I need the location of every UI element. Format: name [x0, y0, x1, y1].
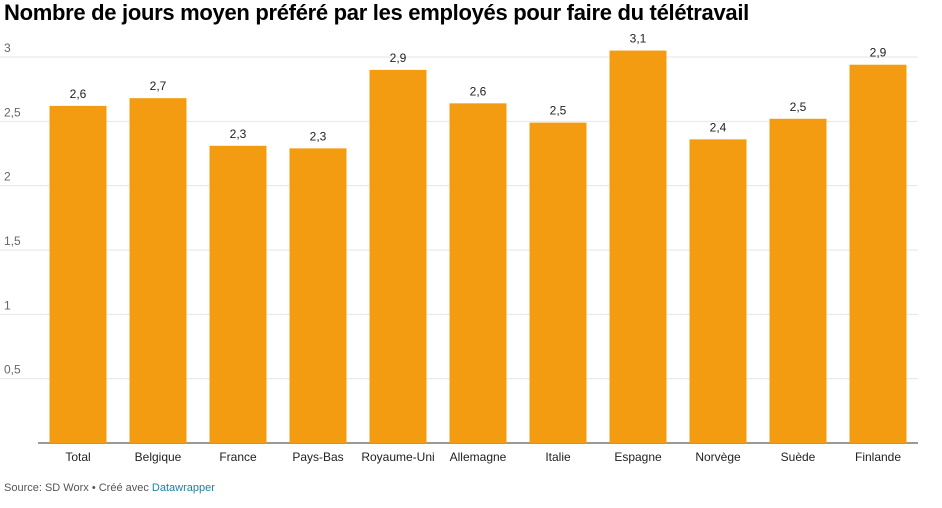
x-tick-label: Belgique: [135, 450, 182, 464]
x-tick-label: Finlande: [855, 450, 901, 464]
x-tick-label: Italie: [545, 450, 571, 464]
x-tick-label: Total: [65, 450, 90, 464]
y-tick-label: 2,5: [4, 105, 21, 119]
bar-value-label: 2,7: [150, 79, 167, 93]
data-labels: 2,6 2,7 2,3 2,3 2,9 2,6 2,5 3,1 2,4 2,5 2,9: [70, 32, 887, 144]
chart-footer: Source: SD Worx • Créé avec Datawrapper: [4, 482, 215, 494]
bar-chart: 0,5 1 1,5 2 2,5 3 2,6 2,7 2,3 2,3 2,9 2,6 2,5 3,1 2,4…: [0, 32, 918, 464]
chart-title: Nombre de jours moyen préféré par les em…: [4, 0, 749, 25]
y-tick-label: 1: [4, 298, 11, 312]
x-tick-label: Norvège: [695, 450, 741, 464]
datawrapper-link[interactable]: Datawrapper: [151, 482, 215, 494]
x-tick-label: Royaume-Uni: [361, 450, 434, 464]
y-tick-label: 2: [4, 170, 11, 184]
bar-value-label: 3,1: [630, 32, 647, 46]
bar-value-label: 2,9: [870, 46, 887, 60]
y-tick-label: 1,5: [4, 234, 21, 248]
bar-value-label: 2,5: [550, 104, 567, 118]
bar-value-label: 2,6: [470, 84, 487, 98]
x-tick-label: Espagne: [614, 450, 662, 464]
bar-value-label: 2,4: [710, 120, 727, 134]
bar[interactable]: [849, 64, 907, 443]
x-tick-label: Suède: [781, 450, 816, 464]
bar[interactable]: [689, 139, 747, 443]
bar[interactable]: [129, 98, 187, 443]
bar[interactable]: [769, 118, 827, 443]
x-tick-label: France: [219, 450, 257, 464]
x-tick-label: Allemagne: [450, 450, 507, 464]
bar-value-label: 2,9: [390, 51, 407, 65]
bar[interactable]: [209, 145, 267, 443]
x-tick-label: Pays-Bas: [292, 450, 343, 464]
bar[interactable]: [289, 148, 347, 443]
x-axis: Total Belgique France Pays-Bas Royaume-Uni Al…: [65, 450, 901, 464]
y-axis: 0,5 1 1,5 2 2,5 3: [4, 41, 21, 377]
bar[interactable]: [449, 103, 507, 443]
bar-value-label: 2,6: [70, 87, 87, 101]
bar-value-label: 2,3: [310, 129, 327, 143]
bar[interactable]: [369, 69, 427, 443]
bar[interactable]: [529, 122, 587, 444]
y-tick-label: 3: [4, 41, 11, 55]
bar[interactable]: [49, 105, 107, 443]
y-tick-label: 0,5: [4, 363, 21, 377]
bars: [49, 50, 907, 444]
source-text: Source: SD Worx • Créé avec: [4, 482, 152, 494]
bar-value-label: 2,5: [790, 100, 807, 114]
bar-value-label: 2,3: [230, 127, 247, 141]
bar[interactable]: [609, 50, 667, 444]
